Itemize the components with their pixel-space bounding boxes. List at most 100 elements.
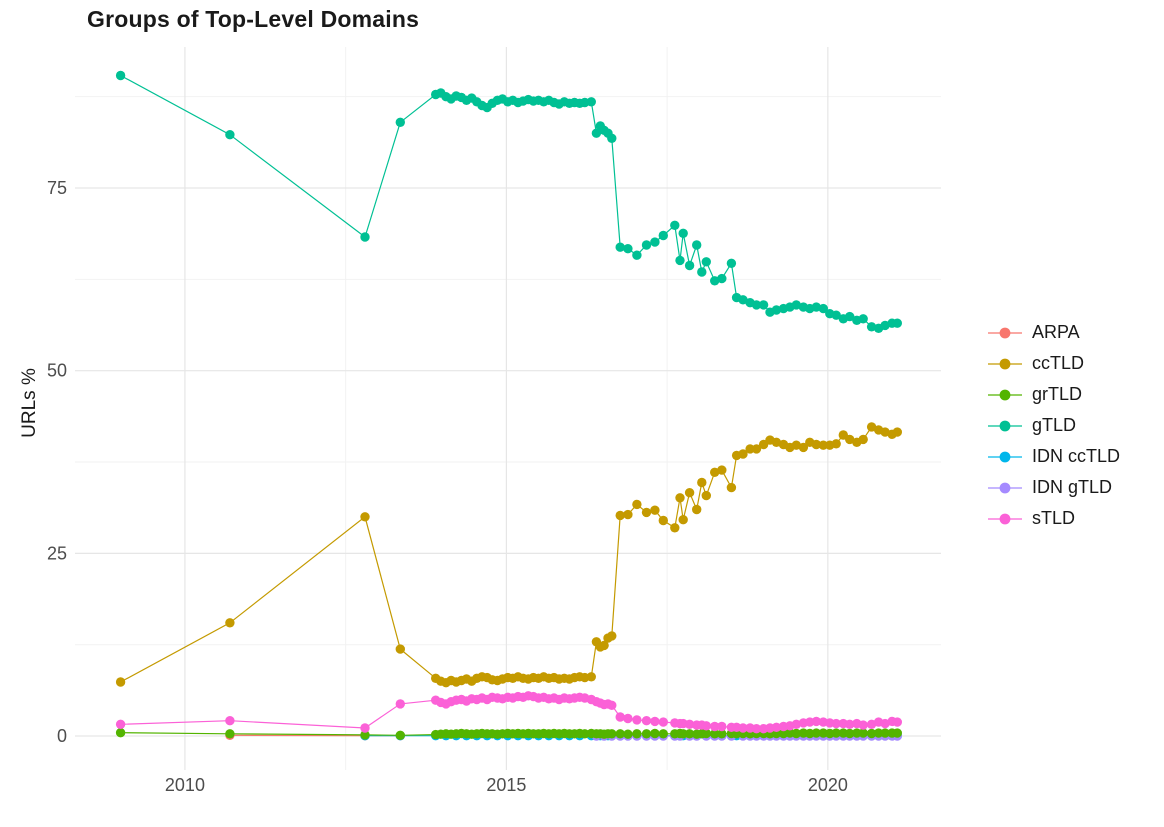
- data-point-ccTLD: [818, 440, 828, 450]
- legend-label-IDN-ccTLD: IDN ccTLD: [1032, 446, 1121, 466]
- data-point-sTLD: [771, 722, 782, 732]
- series-grTLD: [115, 728, 902, 740]
- data-point-gTLD: [360, 232, 370, 242]
- data-point-grTLD: [880, 728, 890, 738]
- data-point-ccTLD: [599, 640, 609, 651]
- data-point-ccTLD: [791, 440, 801, 450]
- legend-key-icon-IDN-ccTLD: [988, 451, 1022, 462]
- legend-item-ARPA: ARPA: [988, 317, 1120, 348]
- data-point-gTLD: [701, 257, 711, 267]
- data-point-gTLD: [845, 311, 855, 322]
- data-point-grTLD: [831, 728, 841, 738]
- legend-label-grTLD: grTLD: [1032, 384, 1083, 404]
- legend-key-point: [999, 358, 1011, 369]
- data-point-ccTLD: [738, 449, 748, 459]
- y-tick-label: 50: [47, 361, 67, 381]
- data-point-gTLD: [811, 302, 821, 312]
- data-point-ccTLD: [670, 523, 680, 533]
- data-point-ccTLD: [360, 512, 370, 522]
- data-point-sTLD: [811, 716, 821, 727]
- y-tick-label: 25: [47, 543, 67, 563]
- data-point-ccTLD: [678, 515, 688, 525]
- data-point-gTLD: [658, 230, 668, 241]
- data-point-gTLD: [831, 310, 841, 320]
- data-point-sTLD: [115, 719, 126, 729]
- data-point-gTLD: [717, 273, 727, 284]
- legend-item-sTLD: sTLD: [988, 503, 1120, 534]
- data-point-ccTLD: [692, 504, 702, 515]
- data-point-grTLD: [632, 729, 642, 739]
- data-point-sTLD: [615, 712, 625, 722]
- data-point-gTLD: [615, 242, 625, 252]
- data-point-sTLD: [658, 717, 668, 727]
- data-point-grTLD: [811, 728, 821, 738]
- data-point-grTLD: [701, 728, 711, 739]
- legend-label-ARPA: ARPA: [1032, 322, 1080, 342]
- data-point-sTLD: [650, 716, 660, 727]
- data-point-ccTLD: [225, 618, 235, 628]
- data-point-grTLD: [615, 729, 625, 739]
- data-point-gTLD: [710, 276, 720, 286]
- data-point-gTLD: [641, 240, 652, 250]
- data-point-ccTLD: [858, 434, 868, 445]
- data-point-gTLD: [225, 130, 235, 140]
- data-point-gTLD: [866, 322, 877, 332]
- data-point-gTLD: [751, 300, 762, 310]
- data-point-grTLD: [717, 729, 727, 739]
- data-point-gTLD: [892, 318, 902, 328]
- legend: ARPA ccTLD grTLD gTLD IDN ccTLD IDN gTLD sTLD: [988, 317, 1120, 534]
- data-point-grTLD: [360, 730, 370, 740]
- legend-item-IDN-ccTLD: IDN ccTLD: [988, 441, 1120, 472]
- chart-title: Groups of Top-Level Domains: [87, 6, 420, 32]
- data-point-ccTLD: [395, 644, 405, 654]
- legend-key-icon-IDN-gTLD: [988, 482, 1022, 493]
- data-point-grTLD: [115, 728, 126, 738]
- legend-key-point: [999, 327, 1011, 338]
- data-point-gTLD: [115, 70, 126, 81]
- data-point-ccTLD: [684, 488, 695, 498]
- data-point-ccTLD: [717, 465, 727, 475]
- minor-gridlines: [75, 47, 941, 770]
- data-point-gTLD: [670, 220, 680, 230]
- data-point-ccTLD: [632, 499, 642, 510]
- data-point-sTLD: [858, 720, 868, 730]
- data-point-sTLD: [701, 721, 711, 731]
- data-point-gTLD: [738, 295, 748, 305]
- data-point-grTLD: [623, 729, 633, 739]
- data-point-grTLD: [866, 728, 877, 739]
- data-point-sTLD: [623, 713, 633, 724]
- series-ccTLD: [115, 422, 902, 688]
- data-point-ccTLD: [831, 439, 841, 449]
- legend-label-ccTLD: ccTLD: [1032, 353, 1085, 373]
- data-point-gTLD: [791, 300, 801, 310]
- data-point-ccTLD: [650, 505, 660, 515]
- legend-label-gTLD: gTLD: [1032, 415, 1077, 435]
- data-point-grTLD: [845, 728, 855, 739]
- data-point-ccTLD: [675, 493, 685, 503]
- data-point-gTLD: [678, 228, 688, 238]
- legend-key-point: [999, 420, 1011, 431]
- x-axis-tick-labels: 2010 2015 2020: [165, 775, 848, 795]
- data-point-grTLD: [710, 729, 720, 739]
- data-point-ccTLD: [607, 631, 617, 641]
- data-point-ccTLD: [845, 434, 855, 445]
- legend-key-icon-sTLD: [988, 513, 1022, 524]
- data-point-gTLD: [692, 240, 702, 250]
- data-point-gTLD: [726, 258, 737, 268]
- data-point-sTLD: [751, 724, 762, 734]
- data-point-gTLD: [858, 314, 868, 324]
- x-tick-label: 2010: [165, 775, 205, 795]
- data-point-grTLD: [873, 728, 884, 738]
- data-point-sTLD: [360, 723, 370, 733]
- legend-item-IDN-gTLD: IDN gTLD: [988, 472, 1120, 503]
- legend-key-icon-ARPA: [988, 327, 1022, 338]
- data-point-ccTLD: [710, 467, 720, 477]
- y-axis-tick-labels: 0 25 50 75: [47, 178, 67, 746]
- series-line-gTLD: [120, 74, 898, 329]
- legend-key-point: [999, 482, 1011, 493]
- y-axis-title: URLs %: [19, 368, 40, 438]
- data-point-grTLD: [684, 729, 695, 739]
- data-point-gTLD: [632, 250, 642, 260]
